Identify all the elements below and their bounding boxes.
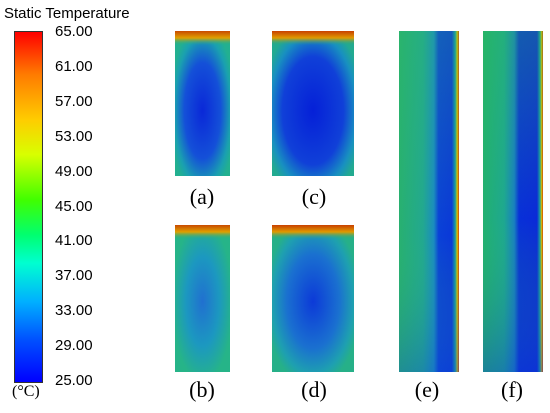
contour-panel-a [175, 31, 230, 176]
panel-label-b: (b) [189, 377, 215, 402]
legend-tick-label: 61.00 [55, 57, 93, 75]
contour-panel-f [483, 31, 543, 372]
legend-title: Static Temperature [4, 5, 130, 22]
legend-tick-label: 45.00 [55, 197, 93, 215]
legend-tick-label: 25.00 [55, 372, 93, 389]
contour-panel-d [272, 225, 354, 372]
legend-tick-label: 29.00 [55, 337, 93, 355]
panel-label-c: (c) [301, 184, 327, 209]
legend-tick-label: 49.00 [55, 162, 93, 180]
legend-tick-label: 57.00 [55, 92, 93, 110]
legend-tick-label: 37.00 [55, 267, 93, 285]
panel-label-d: (d) [301, 377, 327, 402]
legend-tick-label: 33.00 [55, 302, 93, 320]
panel-label-a: (a) [189, 184, 215, 209]
panel-label-f: (f) [501, 377, 523, 402]
legend-tick-label: 41.00 [55, 232, 93, 250]
contour-panel-e [399, 31, 459, 372]
legend-tick-label: 65.00 [55, 23, 93, 40]
contour-panel-c [272, 31, 354, 176]
legend-unit: (°C) [12, 383, 40, 400]
color-scale-bar [14, 31, 43, 383]
contour-panel-b [175, 225, 230, 372]
panel-label-e: (e) [414, 377, 440, 402]
legend-tick-label: 53.00 [55, 127, 93, 145]
